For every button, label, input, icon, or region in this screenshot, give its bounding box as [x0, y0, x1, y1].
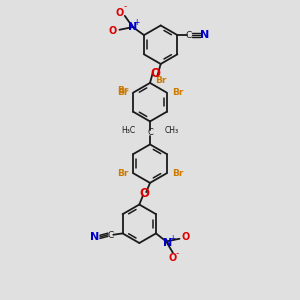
Text: +: +: [169, 234, 175, 243]
Text: Br: Br: [155, 76, 166, 85]
Text: N: N: [128, 22, 137, 32]
Text: Br: Br: [117, 88, 128, 97]
Text: Br: Br: [117, 86, 128, 95]
Text: O: O: [140, 187, 150, 200]
Text: N: N: [163, 238, 172, 248]
Text: -: -: [176, 250, 179, 259]
Text: O: O: [169, 253, 177, 263]
Text: CH₃: CH₃: [165, 126, 179, 135]
Text: O: O: [115, 8, 124, 18]
Text: C: C: [147, 128, 153, 137]
Text: O: O: [109, 26, 117, 36]
Text: C: C: [186, 31, 192, 40]
Text: H₃C: H₃C: [121, 126, 135, 135]
Text: -: -: [124, 2, 127, 11]
Text: C: C: [107, 231, 114, 240]
Text: +: +: [134, 18, 140, 27]
Text: N: N: [200, 30, 209, 40]
Text: Br: Br: [117, 169, 128, 178]
Text: O: O: [150, 67, 160, 80]
Text: N: N: [90, 232, 99, 242]
Text: Br: Br: [172, 169, 183, 178]
Text: Br: Br: [172, 88, 183, 97]
Text: O: O: [181, 232, 190, 242]
